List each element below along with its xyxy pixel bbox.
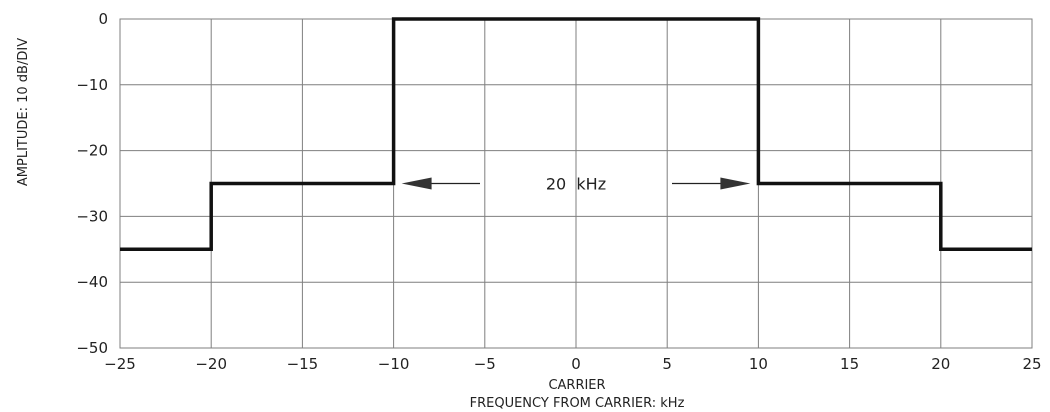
x-axis-label: FREQUENCY FROM CARRIER: kHz <box>470 396 685 411</box>
y-tick-label-0: 0 <box>98 10 108 28</box>
y-axis-label: AMPLITUDE: 10 dB/DIV <box>16 38 31 186</box>
x-tick-label-6: 5 <box>662 355 672 373</box>
x-tick-label-3: −10 <box>378 355 410 373</box>
x-tick-label-1: −20 <box>195 355 227 373</box>
y-tick-label-4: −40 <box>76 273 108 291</box>
x-axis-carrier-label: CARRIER <box>548 378 605 393</box>
y-tick-labels: 0−10−20−30−40−50 <box>76 10 108 357</box>
x-tick-label-7: 10 <box>749 355 768 373</box>
annotation-group: 20 kHz <box>402 175 751 194</box>
x-tick-label-2: −15 <box>287 355 319 373</box>
x-tick-labels: −25 −20 −15 −10 −5 0 5 10 15 20 25 <box>104 355 1041 373</box>
y-tick-label-3: −30 <box>76 207 108 225</box>
x-tick-label-0: −25 <box>104 355 136 373</box>
annotation-arrow-right-head <box>720 178 750 190</box>
annotation-arrow-left-head <box>402 178 432 190</box>
x-tick-label-5: 0 <box>571 355 581 373</box>
x-tick-label-8: 15 <box>840 355 859 373</box>
annotation-label-0: 20 kHz <box>546 175 606 194</box>
y-tick-label-2: −20 <box>76 142 108 160</box>
x-tick-label-9: 20 <box>931 355 950 373</box>
x-tick-label-4: −5 <box>474 355 496 373</box>
x-tick-label-10: 25 <box>1022 355 1041 373</box>
y-tick-label-1: −10 <box>76 76 108 94</box>
